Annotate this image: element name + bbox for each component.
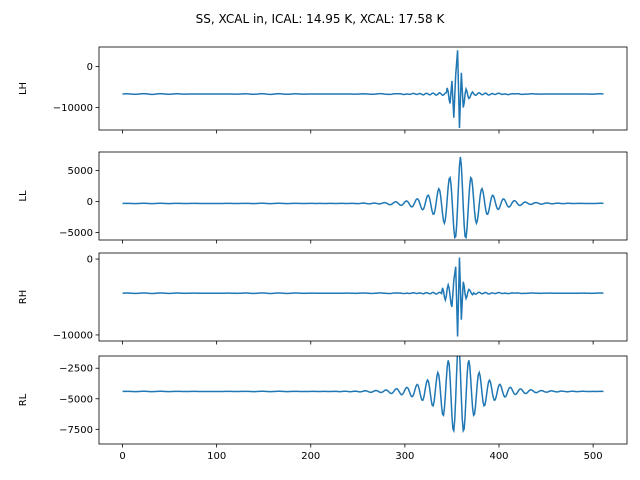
x-tick-label: 200 <box>301 451 320 462</box>
x-tick-label: 500 <box>584 451 603 462</box>
axes-frame <box>98 151 628 241</box>
y-tick-label: 5000 <box>68 166 93 177</box>
y-axis-label: RH <box>18 290 29 304</box>
subplot-rl: 0 100 200 300 400 500 −2500 −5000 −7500 RL <box>18 355 628 462</box>
figure-title: SS, XCAL in, ICAL: 14.95 K, XCAL: 17.58 … <box>196 12 446 26</box>
axes-frame <box>98 252 628 342</box>
series-line-ll <box>122 156 604 240</box>
y-axis-label: LH <box>18 82 29 95</box>
y-tick-label: 0 <box>87 197 93 208</box>
series-line-rl <box>122 356 604 434</box>
subplot-lh: 0 −10000 LH <box>18 46 628 134</box>
y-axis-label: LL <box>18 190 29 202</box>
subplots: 0 −10000 LH 5000 0 −5000 LL 0 −10000 RH 0 100 200 300… <box>18 46 628 462</box>
axes-frame <box>98 46 628 131</box>
y-tick-label: −10000 <box>53 330 93 341</box>
x-tick-label: 100 <box>207 451 226 462</box>
y-tick-label: 0 <box>87 62 93 73</box>
x-tick-label: 300 <box>395 451 414 462</box>
series-line-rh <box>122 257 604 337</box>
axes-frame <box>98 355 628 445</box>
subplot-ll: 5000 0 −5000 LL <box>18 151 628 244</box>
y-tick-label: −10000 <box>53 103 93 114</box>
series-line-lh <box>122 50 604 128</box>
x-tick-label: 400 <box>489 451 508 462</box>
y-tick-label: 0 <box>87 255 93 266</box>
y-tick-label: −5000 <box>59 228 93 239</box>
y-axis-label: RL <box>18 393 29 406</box>
y-tick-label: −7500 <box>59 425 93 436</box>
subplot-rh: 0 −10000 RH <box>18 252 628 345</box>
y-tick-label: −5000 <box>59 394 93 405</box>
y-tick-label: −2500 <box>59 364 93 375</box>
x-tick-label: 0 <box>119 451 125 462</box>
